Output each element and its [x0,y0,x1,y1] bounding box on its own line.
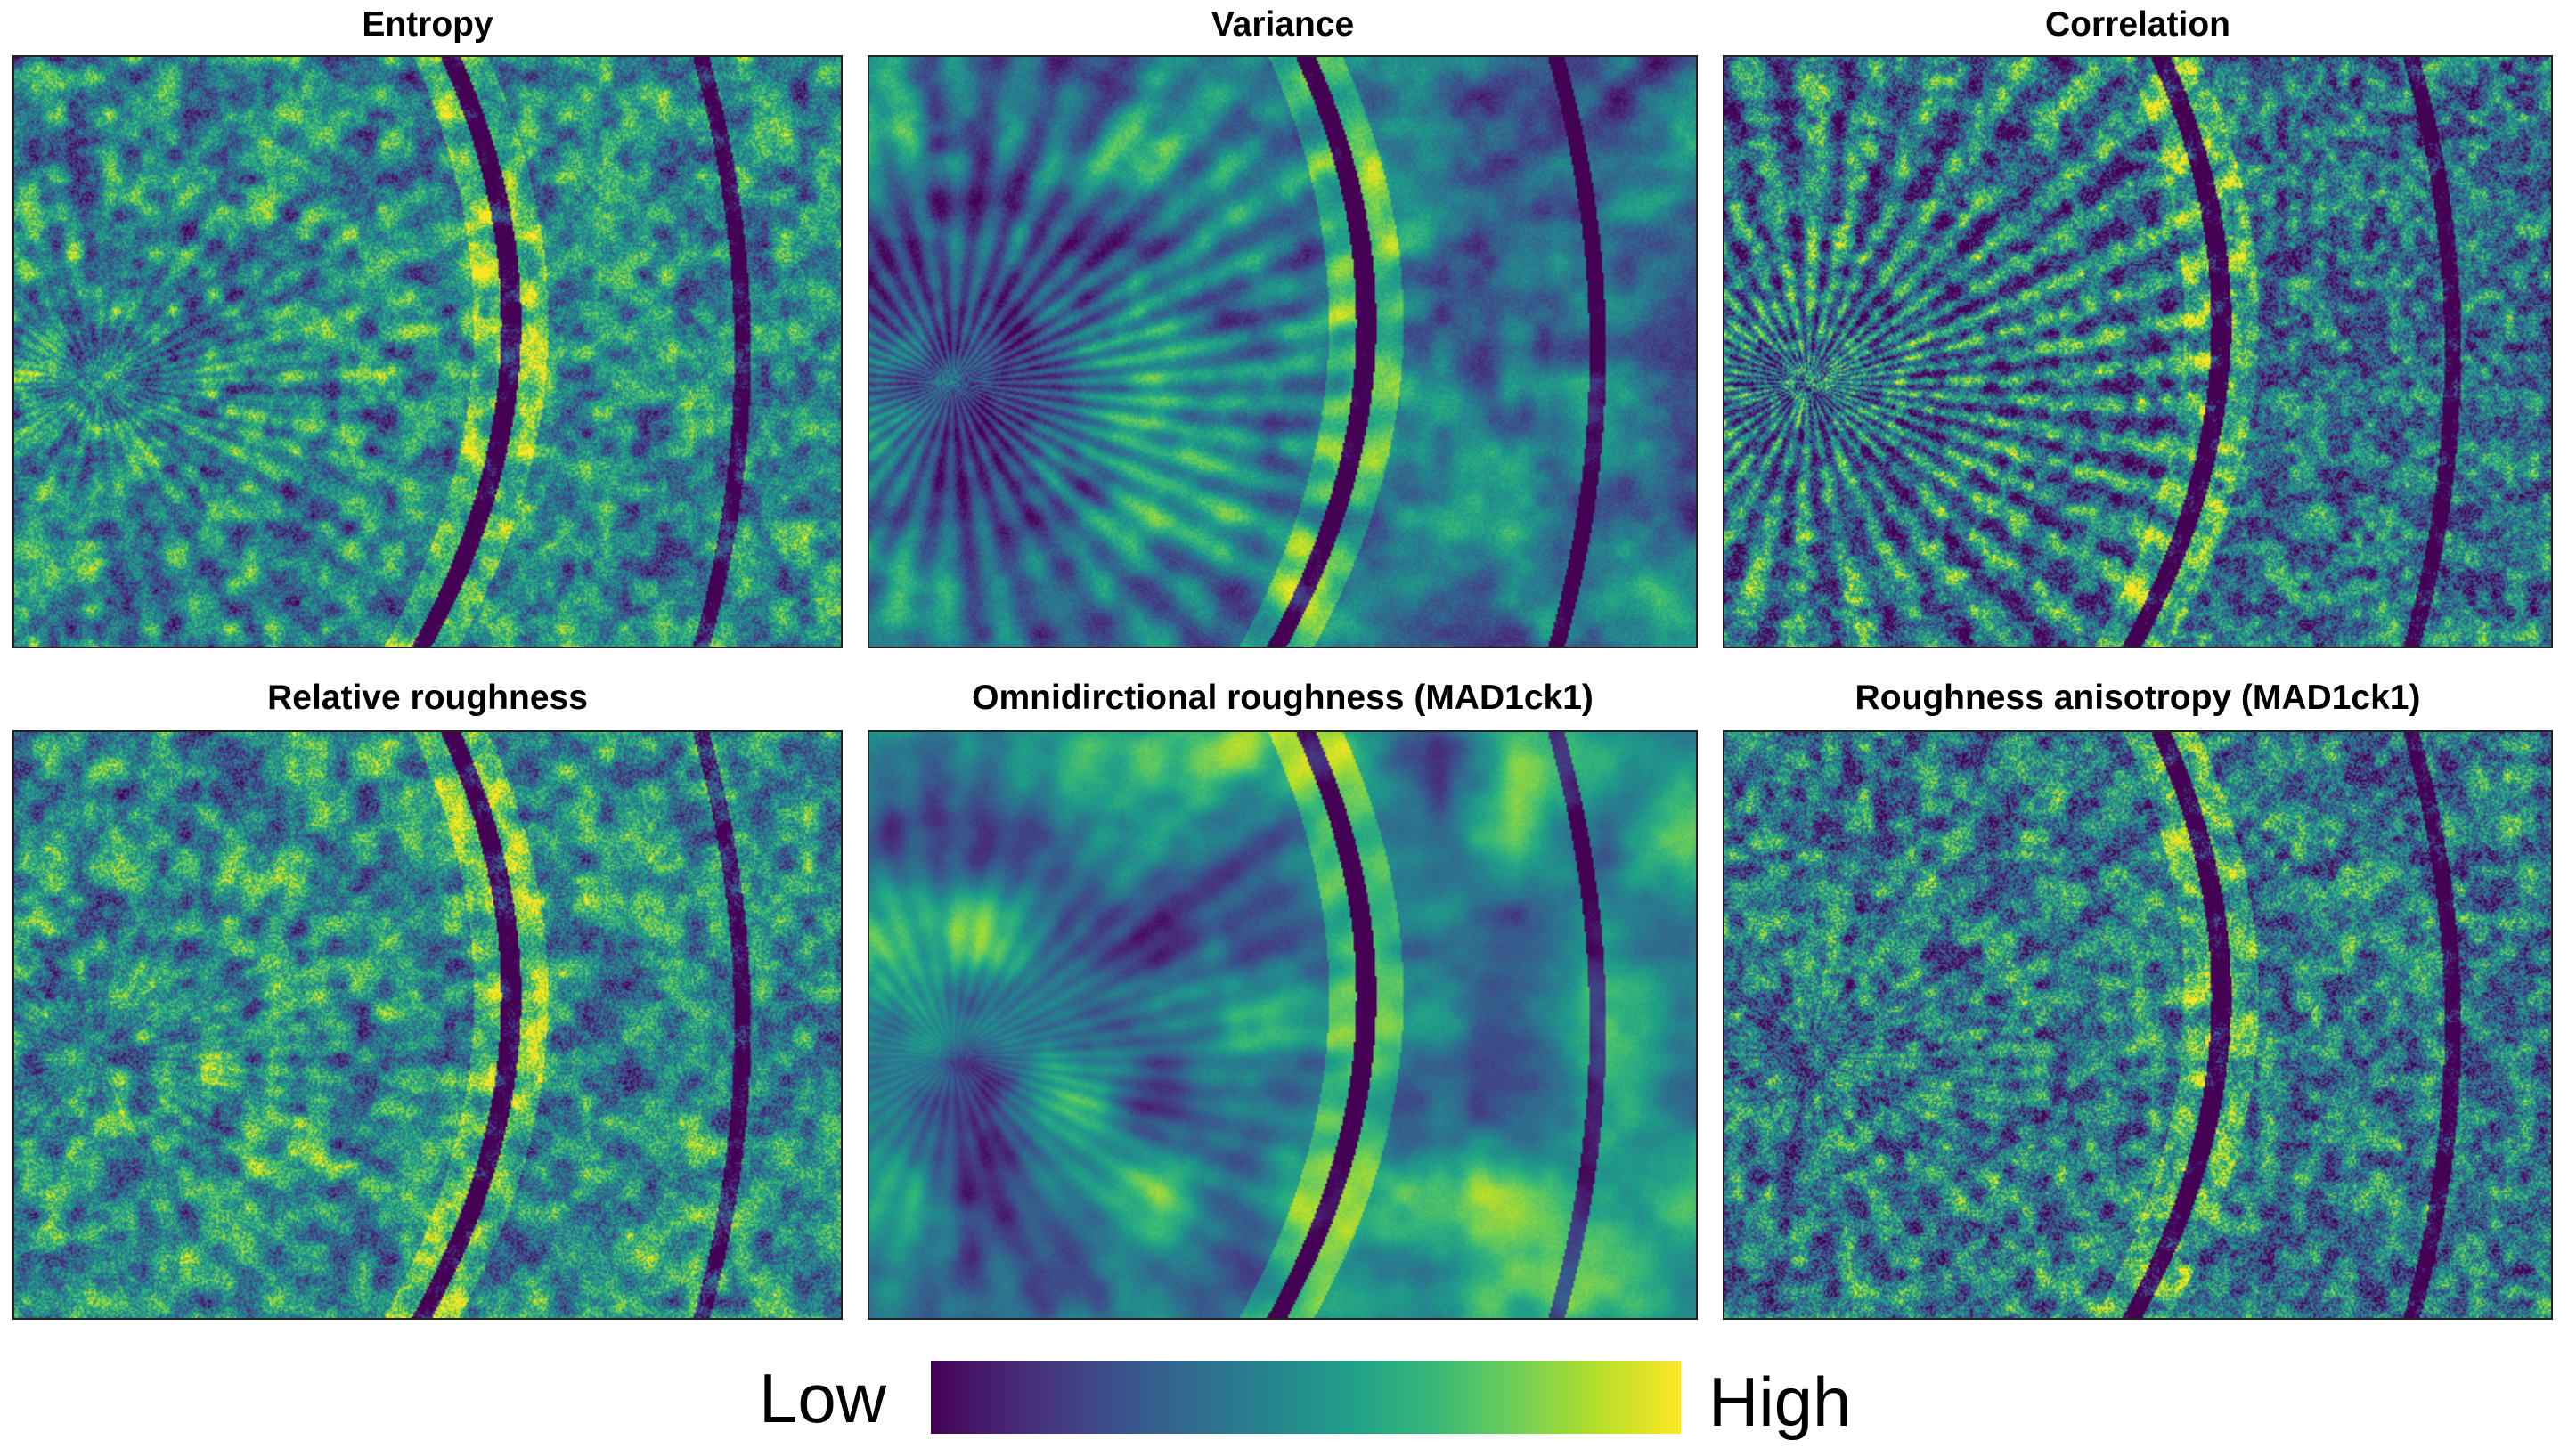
panel-title-omnidirectional-roughness: Omnidirctional roughness (MAD1ck1) [972,679,1594,717]
texture-map-variance [868,55,1698,648]
panel-title-correlation: Correlation [2044,5,2231,44]
panel-title-relative-roughness: Relative roughness [267,679,588,717]
texture-map-variance-image [869,57,1696,647]
texture-map-correlation [1723,55,2553,648]
texture-map-roughness-anisotropy [1723,730,2553,1320]
texture-map-entropy-image [14,57,841,647]
texture-map-omnidirectional-roughness-image [869,732,1696,1318]
texture-map-relative-roughness-image [14,732,841,1318]
texture-map-relative-roughness [12,730,843,1320]
texture-map-entropy [12,55,843,648]
texture-map-correlation-image [1724,57,2551,647]
panel-title-variance: Variance [1211,5,1355,44]
colorbar-high-label: High [1708,1362,1852,1441]
texture-map-omnidirectional-roughness [868,730,1698,1320]
colorbar [931,1361,1681,1434]
texture-map-roughness-anisotropy-image [1724,732,2551,1318]
panel-title-entropy: Entropy [362,5,493,44]
colorbar-low-label: Low [759,1359,887,1437]
panel-title-roughness-anisotropy: Roughness anisotropy (MAD1ck1) [1855,679,2421,717]
